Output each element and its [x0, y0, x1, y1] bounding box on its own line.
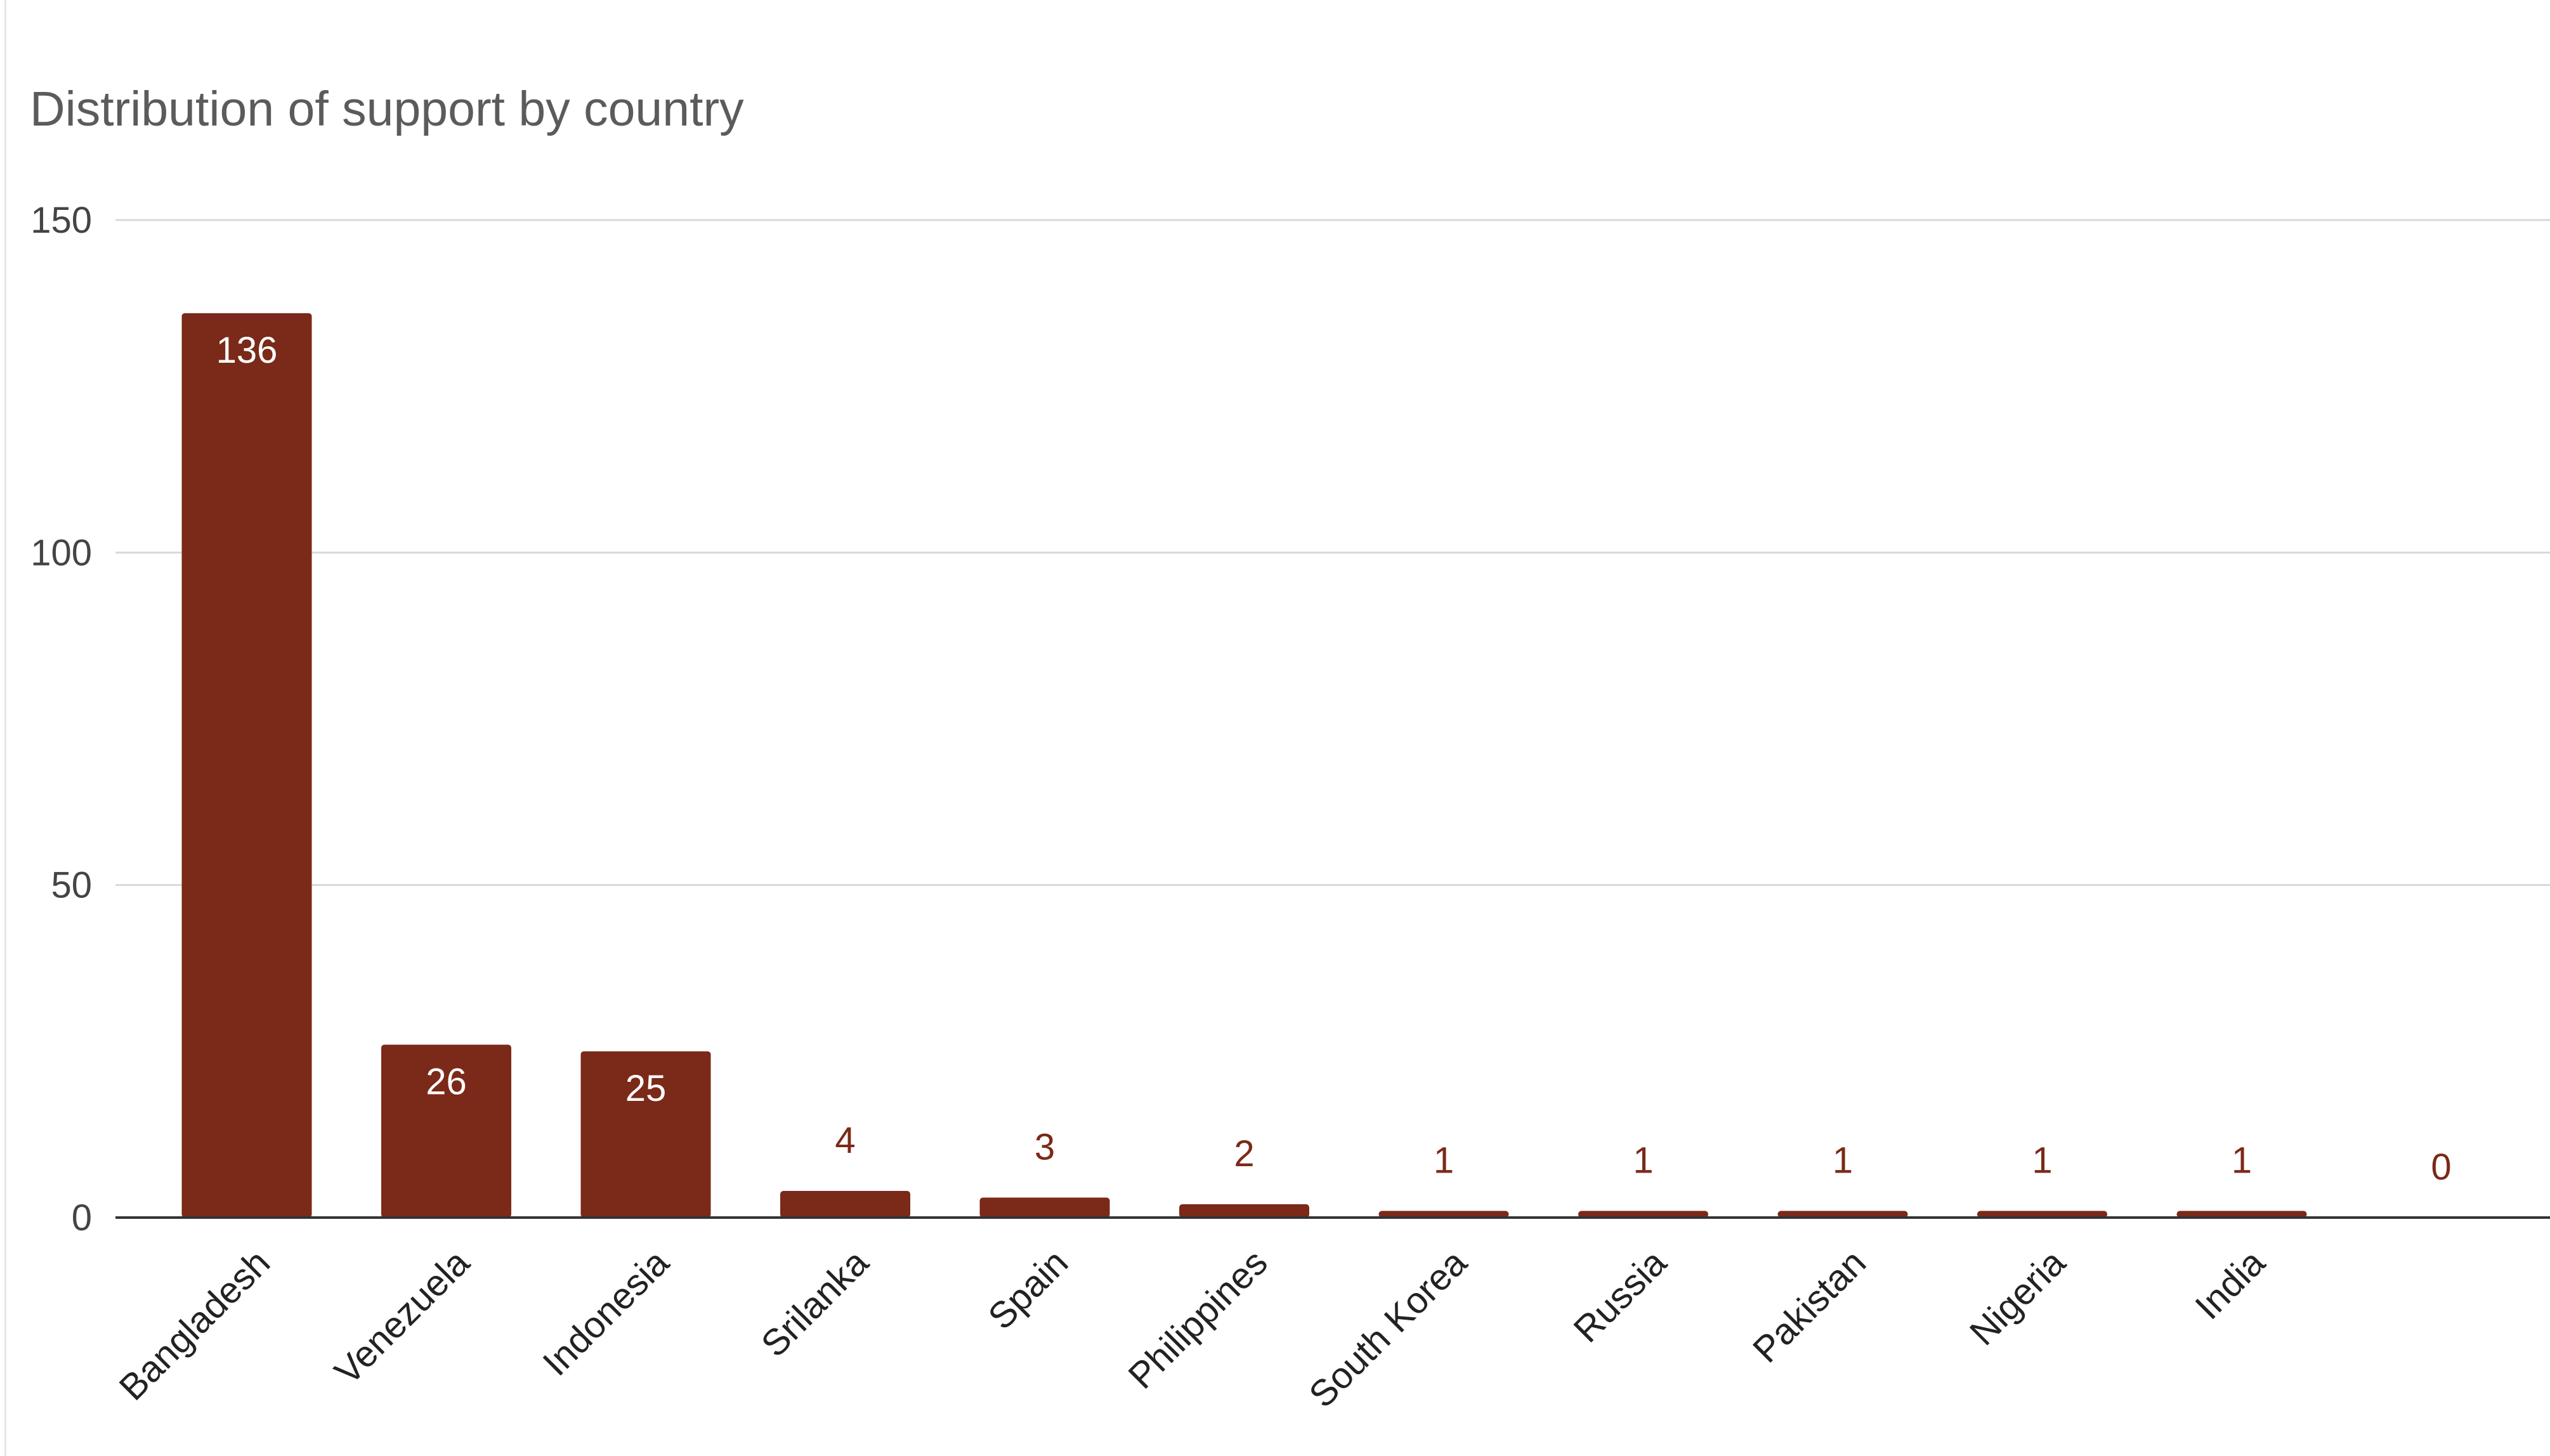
bar-value-label: 4: [835, 1120, 855, 1161]
bar-value-label: 1: [1833, 1140, 1853, 1181]
x-category-label: Bangladesh: [112, 1242, 278, 1408]
x-category-label: Pakistan: [1745, 1242, 1874, 1370]
x-category-label: India: [2187, 1242, 2273, 1327]
bar-philippines: [1179, 1204, 1309, 1218]
x-category-label: Srilanka: [754, 1242, 877, 1365]
bar-india: [2176, 1211, 2307, 1218]
sheet-left-edge: [0, 0, 6, 1456]
y-tick-label: 100: [30, 532, 92, 573]
x-category-label: Philippines: [1120, 1242, 1275, 1396]
bar-south-korea: [1378, 1211, 1509, 1218]
x-category-label: South Korea: [1301, 1242, 1475, 1415]
x-axis-category-labels: Bangladesh Venezuela Indonesia Srilanka Spai…: [112, 1242, 2273, 1416]
bar-bangladesh: [181, 313, 312, 1218]
bar-nigeria: [1977, 1211, 2107, 1218]
x-category-label: Russia: [1566, 1242, 1675, 1351]
bar-value-label: 1: [2032, 1140, 2052, 1181]
bar-indonesia: [580, 1051, 711, 1218]
gridlines: [115, 219, 2550, 887]
bar-value-label: 26: [426, 1061, 467, 1102]
y-tick-label: 50: [51, 865, 92, 906]
bar-value-label: 1: [1434, 1140, 1454, 1181]
x-category-label: Nigeria: [1962, 1242, 2074, 1353]
bar-pakistan: [1777, 1211, 1908, 1218]
bar-value-label: 0: [2431, 1147, 2451, 1188]
y-axis-ticks: 0 50 100 150: [30, 200, 92, 1238]
bar-srilanka: [780, 1191, 910, 1218]
x-category-label: Spain: [980, 1242, 1076, 1337]
bar-value-label: 3: [1035, 1127, 1055, 1168]
bar-value-label: 25: [625, 1068, 667, 1109]
x-category-label: Indonesia: [535, 1242, 677, 1384]
bar-value-label: 136: [216, 330, 278, 371]
y-tick-label: 150: [30, 200, 92, 241]
bar-value-label: 2: [1234, 1133, 1254, 1174]
bar-russia: [1578, 1211, 1708, 1218]
bars: [181, 313, 2307, 1218]
bar-value-label: 1: [1633, 1140, 1653, 1181]
bar-value-label: 1: [2232, 1140, 2252, 1181]
x-category-label: Venezuela: [327, 1242, 478, 1393]
bar-venezuela: [381, 1044, 511, 1218]
bar-value-labels: 136 26 25 4 3 2 1 1 1 1 1 0: [216, 330, 2452, 1188]
chart-title: Distribution of support by country: [30, 82, 744, 136]
y-tick-label: 0: [72, 1197, 92, 1238]
bar-spain: [979, 1197, 1110, 1218]
